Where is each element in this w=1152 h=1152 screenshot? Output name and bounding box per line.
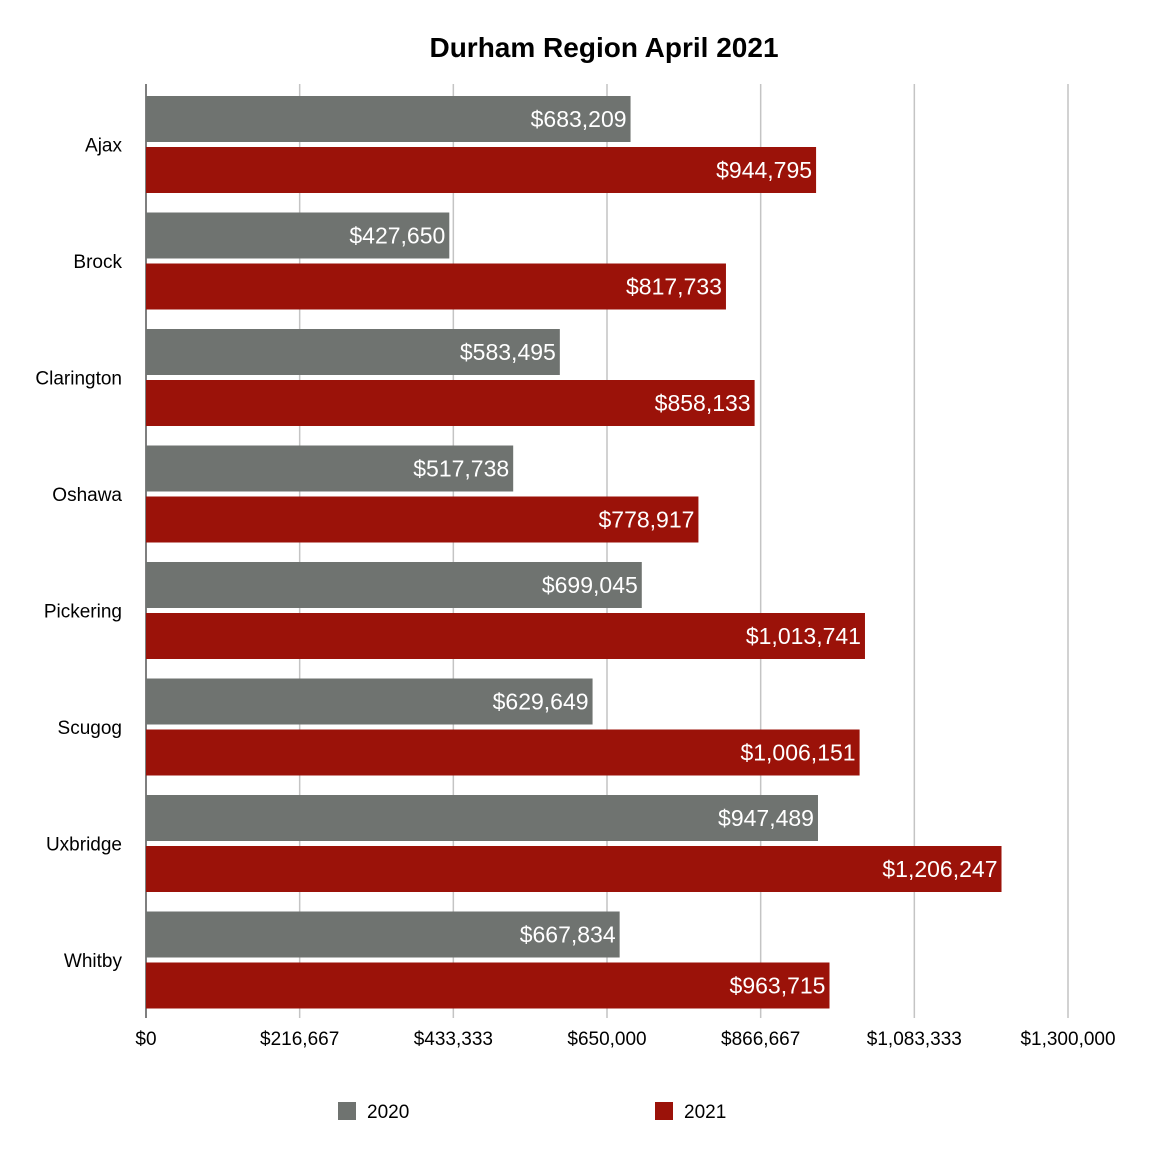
- category-label: Uxbridge: [46, 835, 122, 856]
- bar-2020-whitby: [146, 911, 620, 958]
- bar-2020-ajax: [146, 96, 631, 142]
- category-label: Scugog: [58, 718, 122, 739]
- bar-2020-scugog: [146, 678, 593, 725]
- legend-swatch-2021: [655, 1102, 673, 1120]
- bar-data-label: $947,489: [718, 805, 814, 831]
- bar-2020-uxbridge: [146, 795, 818, 841]
- bar-data-label: $629,649: [493, 689, 589, 715]
- bar-data-label: $583,495: [460, 339, 556, 365]
- bar-2020-clarington: [146, 329, 560, 375]
- x-axis-tick-labels: $0 $216,667 $433,333 $650,000 $866,667 $1,083…: [135, 1029, 1115, 1050]
- x-tick-label: $433,333: [414, 1029, 493, 1050]
- bar-2021-whitby: [146, 962, 830, 1009]
- bar-2020-pickering: [146, 562, 642, 608]
- x-tick-label: $866,667: [721, 1029, 800, 1050]
- bar-2021-clarington: [146, 380, 755, 426]
- x-tick-label: $1,300,000: [1020, 1029, 1115, 1050]
- x-tick-label: $650,000: [567, 1029, 646, 1050]
- bar-data-label: $667,834: [520, 922, 616, 948]
- bar-data-label: $944,795: [716, 157, 812, 183]
- category-label: Pickering: [44, 602, 122, 623]
- bar-data-label: $858,133: [655, 390, 751, 416]
- bar-2021-ajax: [146, 147, 817, 193]
- x-tick-label: $216,667: [260, 1029, 339, 1050]
- bar-2020-oshawa: [146, 445, 514, 492]
- bars: $683,209 $944,795 $427,650 $817,733 $583,495…: [146, 96, 1002, 1009]
- bar-data-label: $1,006,151: [740, 740, 855, 766]
- bar-data-label: $1,013,741: [746, 623, 861, 649]
- legend-swatch-2020: [338, 1102, 356, 1120]
- bar-2021-oshawa: [146, 496, 699, 543]
- x-tick-label: $0: [135, 1029, 156, 1050]
- bar-data-label: $1,206,247: [882, 856, 997, 882]
- bar-data-label: $817,733: [626, 274, 722, 300]
- bar-data-label: $683,209: [531, 106, 627, 132]
- bar-2021-scugog: [146, 729, 860, 776]
- bar-2020-brock: [146, 212, 450, 259]
- x-tick-label: $1,083,333: [867, 1029, 962, 1050]
- bar-data-label: $963,715: [730, 973, 826, 999]
- category-label: Oshawa: [52, 485, 122, 506]
- bar-data-label: $778,917: [598, 507, 694, 533]
- legend-label-2021: 2021: [684, 1102, 726, 1123]
- bar-data-label: $699,045: [542, 572, 638, 598]
- legend: 2020 2021: [338, 1102, 726, 1123]
- bar-2021-brock: [146, 263, 726, 310]
- bar-data-label: $517,738: [413, 456, 509, 482]
- bar-data-label: $427,650: [349, 223, 445, 249]
- legend-label-2020: 2020: [367, 1102, 409, 1123]
- category-label: Ajax: [85, 136, 122, 157]
- bar-2021-uxbridge: [146, 846, 1002, 892]
- category-label: Whitby: [64, 951, 123, 972]
- category-label: Clarington: [35, 369, 122, 390]
- bar-2021-pickering: [146, 613, 865, 659]
- category-labels: Ajax Brock Clarington Oshawa Pickering Scugog…: [35, 136, 122, 973]
- category-label: Brock: [73, 252, 122, 273]
- chart-title: Durham Region April 2021: [429, 32, 778, 63]
